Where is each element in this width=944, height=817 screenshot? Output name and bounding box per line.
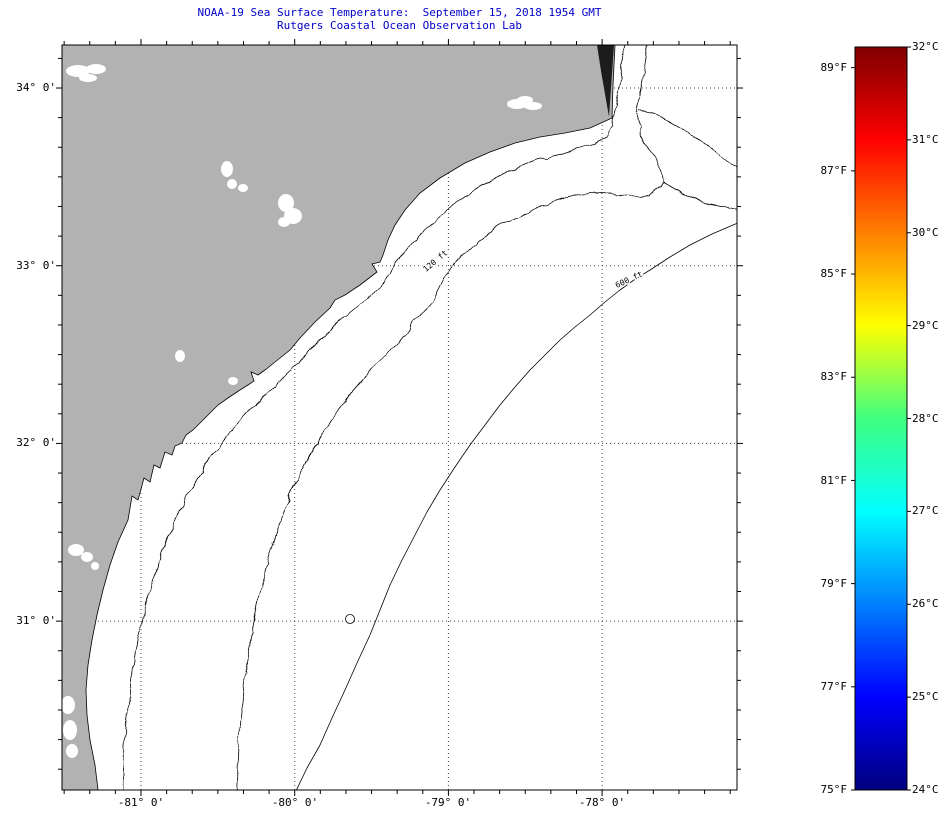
colorbar-gradient-bar (854, 46, 908, 791)
lat-tick-label: 34° 0' (16, 81, 56, 94)
colorbar-ticks (851, 46, 911, 791)
depth-contour-shoal-branch (661, 179, 737, 209)
lon-tick-label: -80° 0' (271, 796, 319, 809)
lat-tick-label: 31° 0' (16, 614, 56, 627)
colorbar-f-label: 83°F (820, 370, 848, 383)
colorbar-c-label: 30°C (912, 226, 939, 239)
colorbar-f-label: 77°F (820, 680, 848, 693)
figure-title-line2: Rutgers Coastal Ocean Observation Lab (276, 19, 523, 32)
land-mask (62, 45, 616, 790)
depth-contour-600ft (295, 222, 737, 790)
colorbar-c-label: 32°C (912, 40, 939, 53)
lon-tick-label: -79° 0' (424, 796, 472, 809)
depth-contour-120ft (234, 45, 663, 790)
map-plot-area: 120 ft 600 ft (56, 39, 743, 796)
cloud-patches (62, 64, 542, 758)
depth-contours-nearshore (121, 45, 737, 790)
colorbar-f-label: 75°F (820, 783, 848, 796)
isolated-contour-ring (345, 614, 355, 624)
depth-contour-shoal-outer (636, 106, 737, 167)
colorbar-c-label: 26°C (912, 597, 939, 610)
depth-contour-inner (121, 45, 623, 790)
colorbar-c-label: 24°C (912, 783, 939, 796)
colorbar-f-label: 79°F (820, 577, 848, 590)
figure-title-line1: NOAA-19 Sea Surface Temperature: Septemb… (197, 6, 602, 19)
colorbar-c-label: 28°C (912, 412, 939, 425)
lon-tick-label: -81° 0' (117, 796, 165, 809)
lat-tick-label: 33° 0' (16, 259, 56, 272)
plot-frame (61, 44, 738, 791)
colorbar-f-label: 81°F (820, 474, 848, 487)
colorbar-c-label: 31°C (912, 133, 939, 146)
estuary-wedge (597, 45, 614, 117)
colorbar-c-label: 29°C (912, 319, 939, 332)
colorbar (851, 46, 911, 791)
colorbar-f-label: 89°F (820, 61, 848, 74)
colorbar-f-label: 85°F (820, 267, 848, 280)
lat-tick-label: 32° 0' (16, 436, 56, 449)
colorbar-c-label: 25°C (912, 690, 939, 703)
axis-ticks (56, 39, 743, 796)
colorbar-c-label: 27°C (912, 504, 939, 517)
lon-tick-label: -78° 0' (578, 796, 626, 809)
colorbar-f-label: 87°F (820, 164, 848, 177)
geography-layer (62, 45, 737, 790)
